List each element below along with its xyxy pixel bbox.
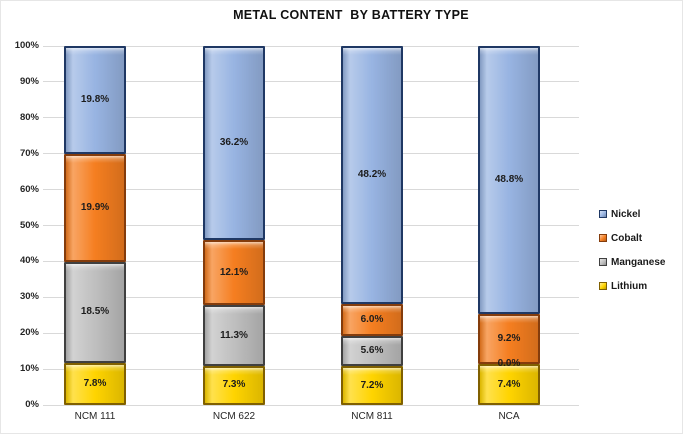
bar-segment-nickel [478, 46, 540, 314]
bar-segment-lithium [478, 364, 540, 405]
legend-label: Nickel [611, 208, 641, 220]
legend: Nickel Cobalt Manganese Lithium [599, 207, 665, 303]
legend-label: Manganese [611, 256, 666, 268]
y-axis-tick-label: 0% [25, 399, 39, 410]
legend-swatch-icon [599, 210, 607, 218]
gridline [43, 45, 579, 47]
bar-ncm-111: 7.8% 18.5% 19.9% 19.8% [64, 46, 126, 405]
data-label-cobalt-ncm-111: 19.9% [80, 201, 110, 213]
chart-title: METAL CONTENT BY BATTERY TYPE [233, 8, 469, 22]
legend-swatch-icon [599, 282, 607, 290]
bar-segment-cobalt [341, 304, 403, 337]
data-label-cobalt-ncm-622: 12.1% [219, 266, 249, 278]
y-axis-tick-label: 50% [19, 219, 39, 231]
gridline [43, 81, 579, 83]
data-label-lithium-ncm-811: 7.2% [360, 379, 384, 391]
data-label-manganese-ncm-811: 5.6% [360, 345, 384, 357]
data-label-lithium-nca: 7.4% [497, 378, 521, 390]
data-label-cobalt-nca: 9.2% [497, 333, 521, 345]
data-label-nickel-ncm-811: 48.2% [357, 169, 387, 181]
y-axis-tick-label: 80% [19, 111, 39, 123]
y-axis-tick-label: 40% [19, 255, 39, 267]
x-axis-label-ncm-111: NCM 111 [74, 411, 116, 422]
y-axis-tick-label: 70% [19, 147, 39, 159]
y-axis-tick-label: 100% [14, 40, 39, 51]
bar-ncm-811: 7.2% 5.6% 6.0% 48.2% [341, 46, 403, 405]
legend-label: Cobalt [611, 232, 643, 244]
y-axis-tick-label: 30% [19, 291, 39, 303]
data-label-lithium-ncm-622: 7.3% [222, 379, 246, 391]
legend-item-manganese: Manganese [599, 255, 665, 269]
gridline [43, 260, 579, 262]
x-axis-label-nca: NCA [498, 411, 520, 422]
legend-swatch-icon [599, 258, 607, 266]
data-label-nickel-ncm-111: 19.8% [80, 93, 110, 105]
bar-segment-cobalt [203, 240, 265, 306]
gridline [43, 189, 579, 191]
gridline [43, 404, 579, 406]
plot-area: 7.8% 18.5% 19.9% 19.8% 7.3% 11.3% 12.1% 36.2% 7.… [43, 45, 579, 406]
legend-label: Lithium [611, 280, 648, 292]
data-label-manganese-nca: 0.0% [497, 358, 521, 370]
y-axis-tick-label: 60% [19, 183, 39, 195]
data-label-nickel-nca: 48.8% [494, 173, 524, 185]
legend-item-lithium: Lithium [599, 279, 665, 293]
gridline [43, 225, 579, 226]
y-axis-tick-label: 90% [19, 75, 39, 87]
y-axis-tick-label: 10% [19, 363, 39, 375]
gridline [43, 368, 579, 370]
x-axis-label-ncm-811: NCM 811 [351, 411, 393, 422]
bar-segment-manganese [64, 261, 126, 363]
data-label-manganese-ncm-111: 18.5% [80, 306, 110, 318]
bar-segment-cobalt [478, 313, 540, 365]
bar-segment-manganese [203, 305, 265, 366]
bar-ncm-622: 7.3% 11.3% 12.1% 36.2% [203, 46, 265, 405]
data-label-manganese-ncm-622: 11.3% [220, 329, 248, 341]
bar-segment-lithium [64, 362, 126, 405]
gridline [43, 332, 579, 334]
data-label-cobalt-ncm-811: 6.0% [360, 314, 384, 326]
gridline [43, 296, 579, 298]
bar-segment-nickel [203, 46, 265, 241]
gridline [43, 117, 579, 119]
legend-item-cobalt: Cobalt [599, 231, 665, 245]
gridline [43, 153, 579, 155]
data-label-nickel-ncm-622: 36.2% [219, 137, 249, 149]
data-label-lithium-ncm-111: 7.8% [83, 377, 107, 389]
bar-segment-nickel [341, 46, 403, 305]
bar-segment-manganese [341, 336, 403, 367]
legend-item-nickel: Nickel [599, 207, 665, 221]
y-axis-tick-label: 20% [19, 327, 39, 339]
bar-segment-lithium [203, 365, 265, 405]
bar-segment-lithium [341, 366, 403, 405]
x-axis-label-ncm-622: NCM 622 [212, 411, 256, 422]
bar-segment-nickel [64, 46, 126, 154]
bar-segment-cobalt [64, 153, 126, 262]
bar-nca: 7.4% 0.0% 9.2% 48.8% [478, 46, 540, 405]
legend-swatch-icon [599, 234, 607, 242]
